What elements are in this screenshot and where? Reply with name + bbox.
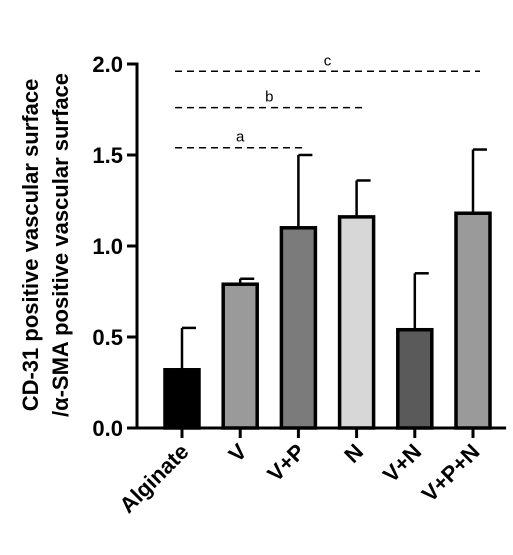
y-axis: 0.0 0.5 1.0 1.5 2.0: [92, 52, 139, 441]
x-tick-label: V: [224, 439, 252, 467]
error-bars: [180, 148, 487, 370]
x-tick-label: Alginate: [114, 439, 193, 518]
error-bar: [180, 326, 196, 370]
error-bar: [471, 148, 487, 214]
bars: [163, 211, 492, 430]
significance-label-b: b: [265, 89, 273, 106]
significance-brackets: a b c: [175, 52, 480, 149]
bar-v-plus-p-plus-n: [454, 211, 492, 430]
y-axis-label-line-1: CD-31 positive vascular surface: [18, 79, 43, 412]
y-tick-label: 2.0: [92, 52, 123, 77]
x-axis: Alginate V V+P N V+NV+P+N: [114, 426, 507, 518]
y-tick-label: 0.5: [92, 325, 123, 350]
bar-v-plus-p: [279, 226, 318, 430]
error-bar: [355, 179, 371, 217]
bar-alginate: [163, 368, 201, 430]
y-tick-label: 1.5: [92, 143, 123, 168]
bar-v-plus-n: [396, 327, 434, 430]
error-bar: [238, 277, 255, 285]
x-tick-label: V+P: [262, 439, 310, 487]
significance-label-c: c: [324, 52, 332, 69]
bar-v: [221, 282, 259, 430]
significance-label-a: a: [236, 129, 245, 146]
x-tick-label: V+N: [378, 439, 426, 487]
y-axis-label-line-2: /α-SMA positive vascular surface: [48, 73, 73, 417]
error-bar: [297, 153, 313, 228]
bar-n: [337, 215, 376, 430]
error-bar: [413, 272, 429, 330]
x-tick-label: N: [339, 439, 368, 468]
x-tick-label: V+P+N: [417, 439, 485, 507]
y-axis-label: CD-31 positive vascular surface /α-SMA p…: [18, 73, 73, 417]
y-tick-label: 0.0: [92, 416, 123, 441]
y-tick-label: 1.0: [92, 234, 123, 259]
